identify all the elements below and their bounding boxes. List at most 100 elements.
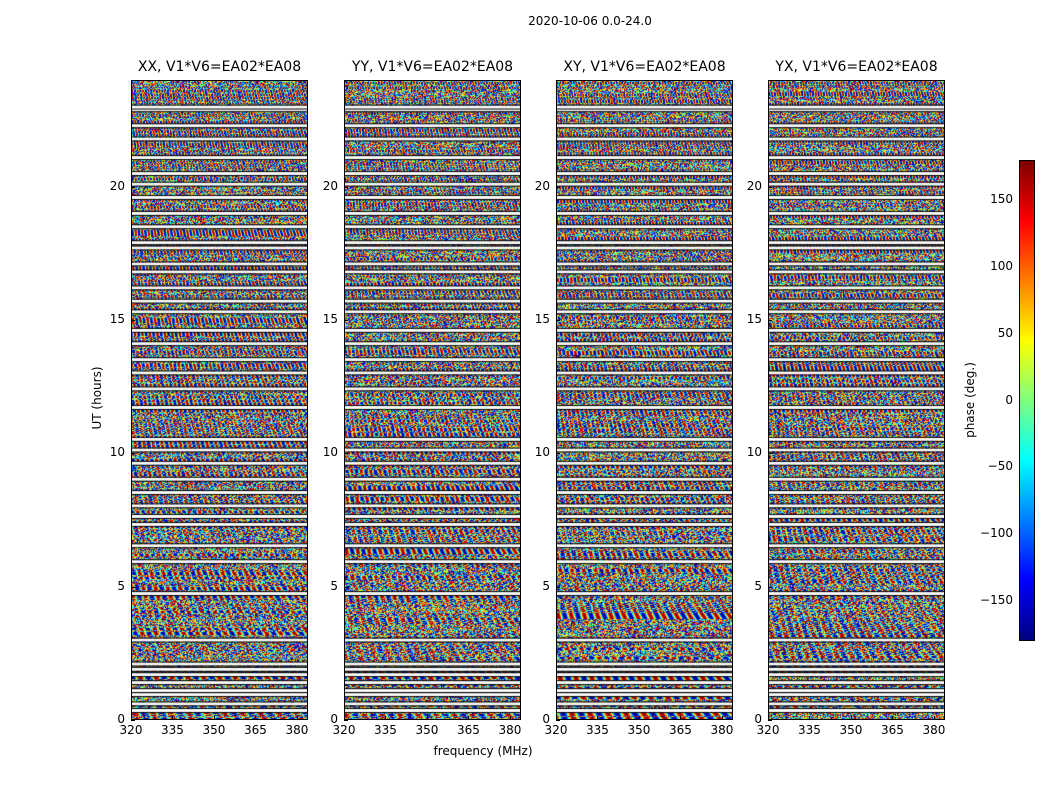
- y-tick-label: 0: [330, 712, 338, 726]
- y-tick-mark: [768, 453, 772, 455]
- heatmap-panel: [556, 80, 733, 720]
- x-tick-mark: [131, 716, 132, 720]
- x-tick-label: 320: [544, 723, 568, 737]
- x-axis-label: frequency (MHz): [433, 744, 533, 758]
- y-tick-mark: [131, 186, 135, 188]
- x-tick-label: 320: [332, 723, 356, 737]
- x-tick-label: 365: [669, 723, 692, 737]
- panel-title: XY, V1*V6=EA02*EA08: [563, 59, 726, 75]
- x-tick-label: 350: [202, 723, 226, 737]
- y-tick-mark: [344, 320, 348, 321]
- heatmap-image: [557, 81, 732, 719]
- x-tick-mark: [892, 716, 894, 720]
- x-tick-mark: [768, 716, 769, 720]
- x-tick-mark: [721, 716, 723, 720]
- x-tick-mark: [638, 716, 640, 720]
- x-tick-label: 350: [415, 723, 439, 737]
- panel-title: XX, V1*V6=EA02*EA08: [137, 59, 302, 75]
- y-tick-label: 10: [322, 445, 338, 460]
- x-tick-mark: [597, 716, 599, 720]
- y-tick-label: 10: [534, 445, 550, 460]
- y-tick-label: 15: [109, 312, 125, 326]
- x-tick-label: 380: [922, 723, 946, 737]
- x-tick-mark: [556, 716, 557, 720]
- y-tick-mark: [556, 586, 560, 588]
- y-tick-mark: [768, 186, 772, 188]
- y-tick-label: 15: [322, 312, 338, 326]
- y-tick-mark: [556, 453, 560, 455]
- x-tick-mark: [255, 716, 257, 720]
- x-tick-label: 380: [710, 723, 734, 737]
- y-tick-label: 10: [109, 445, 125, 460]
- heatmap-panel: [768, 80, 945, 720]
- x-tick-mark: [213, 716, 215, 720]
- y-tick-label: 5: [117, 578, 125, 593]
- x-tick-mark: [809, 716, 811, 720]
- x-tick-label: 365: [244, 723, 267, 737]
- y-tick-label: 20: [109, 178, 125, 193]
- y-tick-label: 5: [330, 578, 338, 593]
- y-tick-label: 10: [746, 445, 762, 460]
- x-tick-mark: [385, 716, 387, 720]
- colorbar-tick-label: −50: [987, 459, 1013, 474]
- colorbar-tick-label: −150: [980, 592, 1013, 607]
- y-axis-label: UT (hours): [90, 366, 104, 430]
- y-tick-mark: [556, 186, 560, 188]
- y-tick-label: 5: [754, 578, 762, 593]
- y-tick-label: 20: [534, 178, 550, 193]
- x-tick-label: 320: [756, 723, 780, 737]
- y-tick-mark: [556, 320, 560, 321]
- x-tick-label: 365: [881, 723, 904, 737]
- y-tick-label: 5: [542, 578, 550, 593]
- colorbar-tick-label: 50: [997, 325, 1013, 340]
- y-tick-mark: [344, 586, 348, 588]
- x-tick-label: 335: [798, 723, 821, 737]
- y-tick-label: 20: [746, 178, 762, 193]
- y-tick-mark: [344, 720, 348, 721]
- panel-title: YX, V1*V6=EA02*EA08: [775, 59, 938, 75]
- y-tick-label: 20: [322, 178, 338, 193]
- colorbar-tick-label: 0: [1005, 392, 1013, 407]
- y-tick-label: 0: [542, 712, 550, 726]
- panel-title: YY, V1*V6=EA02*EA08: [351, 59, 514, 75]
- y-tick-label: 0: [117, 712, 125, 726]
- heatmap-image: [769, 81, 944, 719]
- y-tick-mark: [344, 453, 348, 455]
- heatmap-panel: [131, 80, 308, 720]
- colorbar-label: phase (deg.): [963, 362, 977, 438]
- colorbar-tick-label: 100: [990, 258, 1013, 273]
- x-tick-label: 380: [285, 723, 309, 737]
- x-tick-mark: [296, 716, 298, 720]
- x-tick-mark: [509, 716, 511, 720]
- x-tick-mark: [172, 716, 174, 720]
- y-tick-label: 15: [534, 312, 550, 326]
- x-tick-mark: [468, 716, 470, 720]
- y-tick-label: 15: [746, 312, 762, 326]
- y-tick-mark: [131, 586, 135, 588]
- x-tick-label: 320: [119, 723, 143, 737]
- y-tick-mark: [768, 720, 772, 721]
- heatmap-image: [132, 81, 307, 719]
- y-tick-mark: [131, 453, 135, 455]
- x-tick-label: 380: [498, 723, 522, 737]
- x-tick-mark: [850, 716, 852, 720]
- y-tick-label: 0: [754, 712, 762, 726]
- figure-suptitle: 2020-10-06 0.0-24.0: [528, 14, 652, 28]
- x-tick-label: 350: [839, 723, 863, 737]
- x-tick-mark: [344, 716, 345, 720]
- y-tick-mark: [131, 720, 135, 721]
- x-tick-label: 335: [161, 723, 184, 737]
- x-tick-label: 335: [374, 723, 397, 737]
- x-tick-label: 335: [586, 723, 609, 737]
- colorbar-tick-label: 150: [990, 192, 1013, 207]
- heatmap-image: [345, 81, 520, 719]
- x-tick-label: 350: [627, 723, 651, 737]
- x-tick-mark: [680, 716, 682, 720]
- y-tick-mark: [556, 720, 560, 721]
- colorbar-tick-label: −100: [980, 526, 1013, 541]
- colorbar: [1019, 160, 1035, 641]
- x-tick-mark: [426, 716, 428, 720]
- y-tick-mark: [768, 320, 772, 321]
- y-tick-mark: [131, 320, 135, 321]
- y-tick-mark: [768, 586, 772, 588]
